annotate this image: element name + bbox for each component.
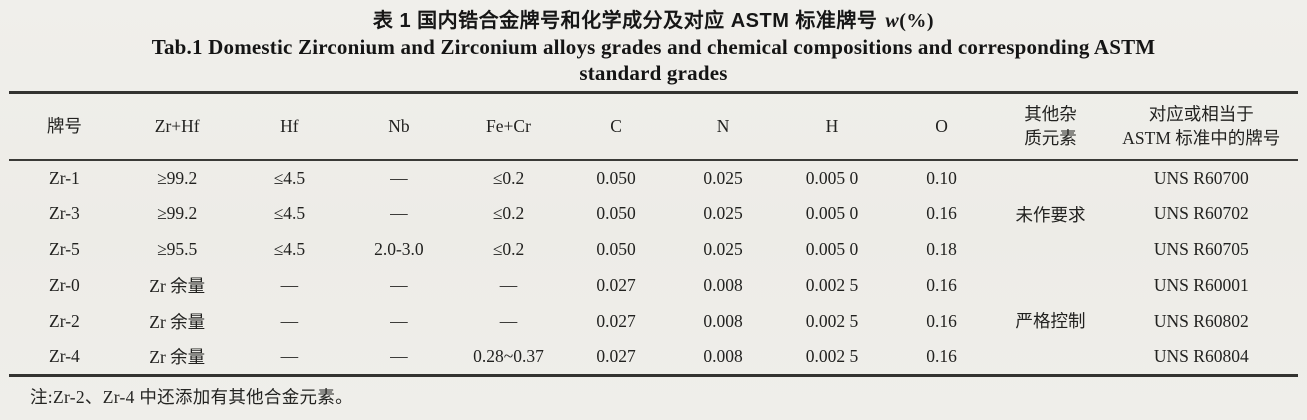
cell-h: 0.002 5 <box>805 346 859 367</box>
table-row-zr0: Zr-0 Zr 余量 — — — 0.027 0.008 0.002 5 0.1… <box>9 268 1298 331</box>
header-grade: 牌号 <box>46 116 82 137</box>
cell-fe-cr: — <box>499 275 518 295</box>
cell-fe-cr: ≤0.2 <box>492 203 525 223</box>
cell-grade: Zr-0 <box>49 275 80 295</box>
cell-o: 0.16 <box>926 203 957 223</box>
cell-h: 0.005 0 <box>805 239 859 259</box>
cell-hf: ≤4.5 <box>273 239 306 259</box>
cell-other-impurities-group2: 严格控制 <box>1015 311 1086 332</box>
cell-c: 0.050 <box>596 203 636 223</box>
header-o: O <box>935 116 948 137</box>
cell-fe-cr: 0.28~0.37 <box>473 346 544 367</box>
table-title-chinese: 表 1 国内锆合金牌号和化学成分及对应 ASTM 标准牌号 w(%) <box>0 0 1307 34</box>
header-other-impurities-line2: 质元素 <box>1024 128 1077 149</box>
cell-o: 0.10 <box>926 167 957 188</box>
cell-zr-hf: Zr 余量 <box>149 347 206 368</box>
cell-zr-hf: Zr 余量 <box>149 312 206 332</box>
table-row-zr5: Zr-5 ≥95.5 ≤4.5 2.0-3.0 ≤0.2 0.050 0.025… <box>9 232 1298 268</box>
cell-zr-hf: ≥99.2 <box>157 167 198 188</box>
cell-hf: — <box>280 311 299 331</box>
cell-astm-grade: UNS R60001 <box>1153 275 1249 295</box>
composition-table: 牌号 Zr+Hf Hf Nb Fe+Cr C N H O 其他杂 质元素 对应或… <box>9 91 1298 377</box>
cell-o: 0.16 <box>926 311 957 331</box>
table-title-english-line1: Tab.1 Domestic Zirconium and Zirconium a… <box>151 35 1156 59</box>
cell-nb: — <box>390 311 408 331</box>
mass-fraction-symbol: w <box>885 10 900 32</box>
cell-hf: ≤4.5 <box>273 167 306 188</box>
cell-hf: ≤4.5 <box>273 203 306 223</box>
cell-c: 0.027 <box>596 346 636 367</box>
header-astm-grade-line1: 对应或相当于 <box>1148 104 1254 125</box>
cell-zr-hf: ≥99.2 <box>157 203 198 223</box>
header-other-impurities: 其他杂 质元素 <box>996 93 1104 160</box>
header-row: 牌号 Zr+Hf Hf Nb Fe+Cr C N H O 其他杂 质元素 对应或… <box>9 93 1298 160</box>
cell-astm-grade: UNS R60702 <box>1153 203 1249 223</box>
cell-n: 0.008 <box>703 346 743 367</box>
cell-grade: Zr-1 <box>49 167 80 188</box>
cell-c: 0.027 <box>596 275 636 295</box>
cell-o: 0.16 <box>926 346 957 367</box>
mass-fraction-unit: w(%) <box>877 10 934 32</box>
cell-zr-hf: ≥95.5 <box>157 239 198 259</box>
header-astm-grade-line2: ASTM 标准中的牌号 <box>1122 128 1281 149</box>
header-n: N <box>716 116 730 137</box>
cell-grade: Zr-4 <box>49 346 80 367</box>
cell-astm-grade: UNS R60804 <box>1153 346 1249 367</box>
cell-n: 0.025 <box>703 239 743 259</box>
cell-h: 0.005 0 <box>805 203 859 223</box>
cell-h: 0.005 0 <box>805 167 859 188</box>
cell-nb: — <box>390 203 408 223</box>
table-footnote: 注:Zr-2、Zr-4 中还添加有其他合金元素。 <box>30 387 353 407</box>
mass-fraction-percent: (%) <box>899 10 935 32</box>
cell-fe-cr: ≤0.2 <box>492 239 525 259</box>
table-title-english-line2: standard grades <box>579 61 728 85</box>
cell-fe-cr: ≤0.2 <box>492 167 525 188</box>
cell-astm-grade: UNS R60705 <box>1153 239 1249 259</box>
cell-n: 0.008 <box>703 275 743 295</box>
cell-o: 0.18 <box>926 239 957 259</box>
cell-grade: Zr-2 <box>49 311 80 331</box>
table-row-zr3: Zr-3 ≥99.2 ≤4.5 — ≤0.2 0.050 0.025 0.005… <box>9 196 1298 232</box>
cell-nb: — <box>390 346 408 367</box>
table-title-chinese-text: 表 1 国内锆合金牌号和化学成分及对应 ASTM 标准牌号 <box>372 10 878 32</box>
table-row-zr2: Zr-2 Zr 余量 — — — 0.027 0.008 0.002 5 0.1… <box>9 304 1298 340</box>
cell-c: 0.050 <box>596 167 636 188</box>
cell-o: 0.16 <box>926 275 957 295</box>
cell-c: 0.050 <box>596 239 636 259</box>
cell-nb: — <box>390 275 408 295</box>
cell-other-impurities-group1: 未作要求 <box>1015 204 1086 225</box>
cell-astm-grade: UNS R60700 <box>1153 167 1249 188</box>
header-other-impurities-line1: 其他杂 <box>1024 104 1077 125</box>
cell-nb: 2.0-3.0 <box>374 239 424 259</box>
table-row-zr1: Zr-1 ≥99.2 ≤4.5 — ≤0.2 0.050 0.025 0.005… <box>9 160 1298 225</box>
header-astm-grade: 对应或相当于 ASTM 标准中的牌号 <box>1105 93 1298 160</box>
cell-nb: — <box>390 167 408 188</box>
header-h: H <box>825 116 839 137</box>
header-nb: Nb <box>388 116 410 137</box>
cell-n: 0.025 <box>703 203 743 223</box>
cell-hf: — <box>280 346 299 367</box>
cell-grade: Zr-3 <box>49 203 80 223</box>
table-row-zr4: Zr-4 Zr 余量 — — 0.28~0.37 0.027 0.008 0.0… <box>9 340 1298 376</box>
cell-grade: Zr-5 <box>49 239 80 259</box>
cell-astm-grade: UNS R60802 <box>1153 311 1249 331</box>
header-zr-hf: Zr+Hf <box>154 116 200 137</box>
cell-hf: — <box>280 275 299 295</box>
cell-h: 0.002 5 <box>805 275 859 295</box>
header-c: C <box>610 116 622 137</box>
cell-n: 0.025 <box>703 167 743 188</box>
cell-c: 0.027 <box>596 311 636 331</box>
cell-h: 0.002 5 <box>805 311 859 331</box>
cell-zr-hf: Zr 余量 <box>149 276 206 296</box>
cell-n: 0.008 <box>703 311 743 331</box>
cell-fe-cr: — <box>499 311 518 331</box>
header-hf: Hf <box>280 116 299 137</box>
header-fe-cr: Fe+Cr <box>486 116 531 137</box>
